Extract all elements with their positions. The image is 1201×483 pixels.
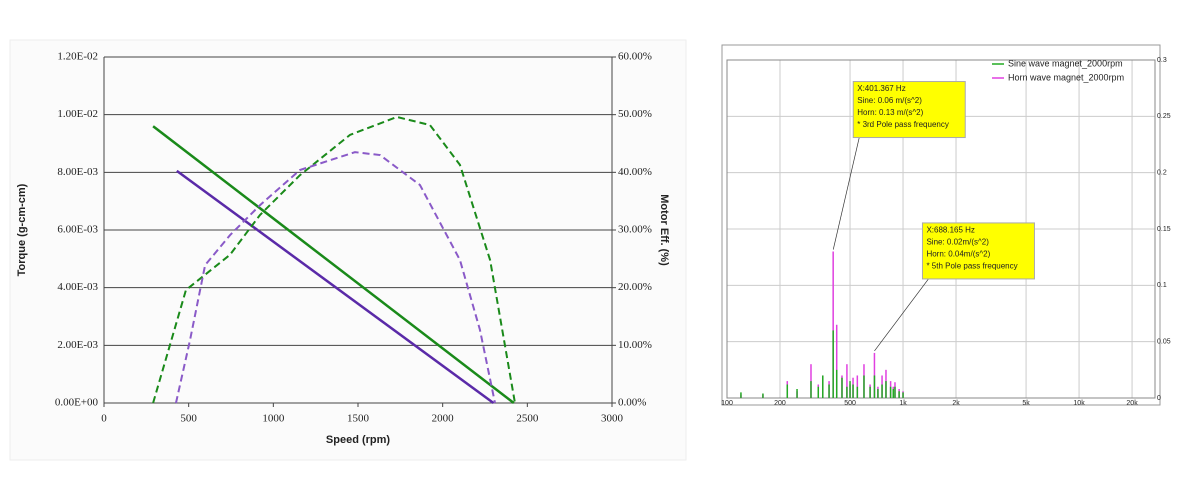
y-tick-label: 0.3 [1157,57,1167,64]
left-panel [9,39,687,461]
y2-axis-label: Motor Eff. (%) [658,194,670,266]
x-tick-label: 2000 [432,413,455,425]
y-tick-label: 8.00E-03 [57,166,98,178]
annotation-text: X:401.367 Hz [857,84,905,93]
series-line [152,125,515,404]
y-tick-label: 0.2 [1157,170,1167,177]
y-tick-label: 1.20E-02 [57,51,98,63]
annotation-text: Sine: 0.02m/(s^2) [926,238,989,247]
x-tick-label: 3000 [601,413,624,425]
legend-label: Sine wave magnet_2000rpm [1008,58,1123,68]
y2-tick-label: 40.00% [618,166,652,178]
y2-tick-label: 50.00% [618,108,652,120]
annotation-text: * 5th Pole pass frequency [926,262,1017,271]
x-tick-label: 10k [1073,400,1085,407]
annotation-leader [832,137,860,250]
y2-tick-label: 20.00% [618,281,652,293]
y-tick-label: 0.25 [1157,113,1171,120]
y-axis-label: Torque (g-cm-cm) [16,183,28,276]
x-axis-label: Speed (rpm) [326,434,391,446]
annotation-box [852,81,966,139]
y-tick-label: 1.00E-02 [57,108,98,120]
x-tick-label: 2500 [516,413,539,425]
y2-tick-label: 10.00% [618,339,652,351]
y-tick-label: 6.00E-03 [57,224,98,236]
x-tick-label: 500 [844,400,856,407]
y2-tick-label: 60.00% [618,51,652,63]
y-tick-label: 4.00E-03 [57,281,98,293]
y-tick-label: 0.1 [1157,282,1167,289]
annotation-text: Sine: 0.06 m/(s^2) [857,96,922,105]
legend-label: Horn wave magnet_2000rpm [1008,72,1124,82]
x-tick-label: 0 [101,413,107,425]
x-tick-label: 20k [1126,400,1138,407]
x-tick-label: 1500 [347,413,370,425]
annotation-box [921,222,1035,280]
series-line [176,169,495,405]
x-tick-label: 100 [721,400,733,407]
y2-tick-label: 30.00% [618,224,652,236]
annotation-text: X:688.165 Hz [926,226,974,235]
series-line [152,115,516,404]
x-tick-label: 500 [180,413,197,425]
plot-frame [726,59,1156,399]
annotation-text: * 3rd Pole pass frequency [857,120,949,129]
x-tick-label: 200 [774,400,786,407]
x-tick-label: 1000 [262,413,285,425]
y-tick-label: 2.00E-03 [57,339,98,351]
annotation-text: Horn: 0.04m/(s^2) [926,250,990,259]
x-tick-label: 1k [899,400,907,407]
x-tick-label: 5k [1022,400,1030,407]
y-tick-label: 0.05 [1157,339,1171,346]
y-tick-label: 0 [1157,395,1161,402]
y-tick-label: 0.00E+00 [55,397,99,409]
y2-tick-label: 0.00% [618,397,646,409]
x-tick-label: 2k [952,400,960,407]
annotation-text: Horn: 0.13 m/(s^2) [857,108,923,117]
annotation-leader [874,278,929,352]
y-tick-label: 0.15 [1157,226,1171,233]
